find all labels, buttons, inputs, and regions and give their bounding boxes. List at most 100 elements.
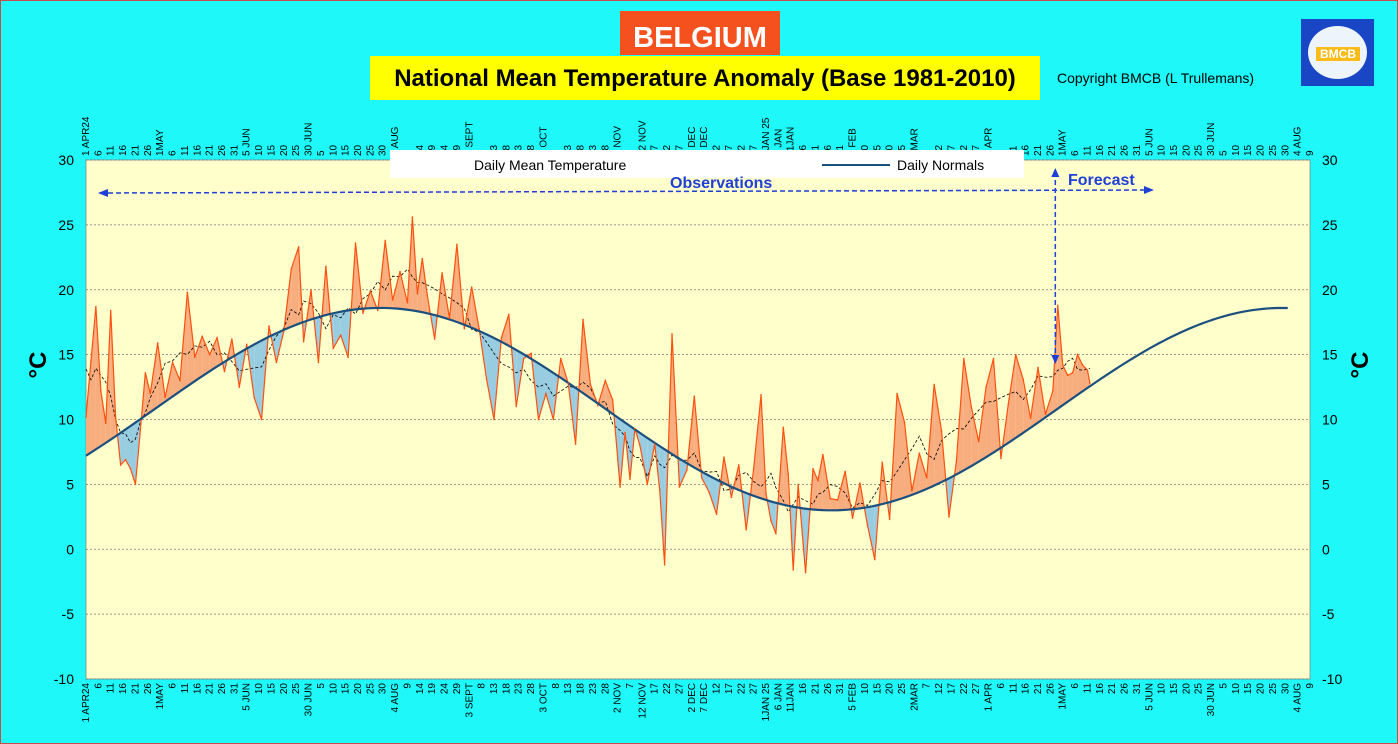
data-point (775, 532, 777, 535)
data-point (1022, 378, 1024, 381)
data-point (582, 318, 584, 321)
positive-anomaly-area (1067, 372, 1073, 402)
chart-title: National Mean Temperature Anomaly (Base … (370, 56, 1040, 100)
x-tick-label-bottom: 27 (971, 683, 982, 695)
data-point (478, 327, 480, 330)
data-point (416, 292, 419, 295)
data-point (1014, 353, 1017, 356)
x-tick-label-bottom: 2MAR (909, 683, 920, 711)
data-point (1089, 382, 1091, 384)
y-tick-label-left: -5 (62, 606, 75, 622)
data-point (597, 404, 599, 407)
positive-anomaly-area (1057, 305, 1063, 409)
data-point (896, 392, 898, 395)
data-point (216, 336, 218, 339)
data-point (1076, 353, 1079, 356)
x-tick-label-top: 16 (1021, 144, 1032, 156)
data-point (903, 421, 906, 423)
data-point (411, 216, 414, 218)
x-tick-label-bottom: 30 (378, 683, 389, 695)
x-tick-label-top: 26 (143, 144, 154, 156)
positive-anomaly-area (194, 336, 203, 382)
negative-anomaly-area (130, 422, 136, 485)
data-point (844, 470, 846, 473)
data-point (149, 392, 152, 395)
data-point (552, 418, 555, 421)
x-tick-label-bottom: 4 AUG (1293, 683, 1304, 713)
data-point (663, 564, 666, 566)
x-tick-label-bottom: 11 (1082, 683, 1093, 694)
x-tick-label-bottom: 30 JUN (304, 683, 315, 716)
data-point (745, 528, 748, 531)
data-point (85, 416, 87, 418)
x-tick-label-bottom: 6 JAN (773, 683, 784, 710)
logo-map-icon: BMCB (1308, 26, 1367, 79)
observations-label: Observations (670, 175, 772, 192)
y-tick-label-right: 30 (1322, 152, 1338, 168)
data-point (144, 371, 147, 374)
negative-anomaly-area (770, 501, 776, 534)
data-point (426, 294, 429, 296)
negative-anomaly-area (659, 446, 665, 565)
positive-anomaly-area (1082, 365, 1088, 392)
y-tick-label-left: 20 (58, 282, 74, 298)
arrow-head-up (1051, 168, 1060, 177)
data-point (1037, 366, 1039, 369)
data-point (391, 299, 394, 301)
x-tick-label-bottom: 26 (1045, 683, 1056, 695)
positive-anomaly-area (145, 372, 151, 416)
x-tick-label-top: 1MAY (155, 129, 166, 156)
x-tick-label-bottom: 13 (563, 683, 574, 695)
data-point (738, 464, 740, 466)
data-point (963, 357, 965, 360)
x-tick-label-top: 31 (229, 144, 240, 156)
data-point (347, 356, 349, 359)
data-point (730, 496, 733, 499)
x-tick-label-bottom: 12 (934, 683, 945, 695)
y-tick-label-left: 10 (58, 412, 74, 428)
x-tick-label-top: 3 OCT (538, 127, 549, 156)
data-point (653, 443, 656, 445)
x-tick-label-top: 7 DEC (699, 127, 710, 156)
positive-anomaly-area (830, 498, 838, 511)
data-point (179, 379, 181, 382)
data-point (399, 270, 401, 273)
x-tick-label-bottom: 30 JUN (1206, 683, 1217, 716)
data-point (362, 312, 364, 314)
y-tick-label-right: 15 (1322, 347, 1338, 363)
positive-anomaly-area (963, 358, 972, 471)
x-tick-label-bottom: 10 (1157, 683, 1168, 695)
x-tick-label-top: 11 (1082, 145, 1093, 156)
data-point (537, 418, 540, 421)
x-tick-label-bottom: 17 (724, 683, 735, 695)
x-tick-label-top: 6 (93, 150, 104, 156)
arrow-head-left (98, 189, 108, 197)
x-tick-label-bottom: 31 (835, 683, 846, 695)
positive-anomaly-area (897, 393, 905, 500)
x-tick-label-bottom: 25 (291, 683, 302, 695)
data-point (671, 333, 673, 335)
data-point (765, 492, 767, 495)
negative-anomaly-area (333, 311, 341, 349)
x-tick-label-bottom: 25 (897, 683, 908, 695)
data-point (866, 523, 869, 526)
data-point (545, 392, 547, 395)
x-tick-label-top: 12 NOV (637, 120, 648, 156)
x-tick-label-bottom: 16 (1021, 683, 1032, 695)
country-label: BELGIUM (620, 11, 780, 55)
x-tick-label-top: 6 (1070, 150, 1081, 156)
data-point (325, 265, 327, 268)
data-point (933, 383, 935, 386)
x-tick-label-bottom: 7 (625, 683, 636, 689)
y-tick-label-right: -10 (1322, 671, 1342, 687)
x-tick-label-bottom: 23 (588, 683, 599, 695)
x-tick-label-bottom: 21 (1033, 683, 1044, 695)
y-axis-unit-right: °C (1347, 352, 1374, 379)
positive-anomaly-area (90, 306, 96, 453)
positive-anomaly-area (1015, 354, 1024, 438)
data-point (100, 390, 102, 392)
positive-anomaly-area (753, 394, 762, 499)
positive-anomaly-area (100, 390, 106, 447)
data-point (421, 257, 424, 260)
